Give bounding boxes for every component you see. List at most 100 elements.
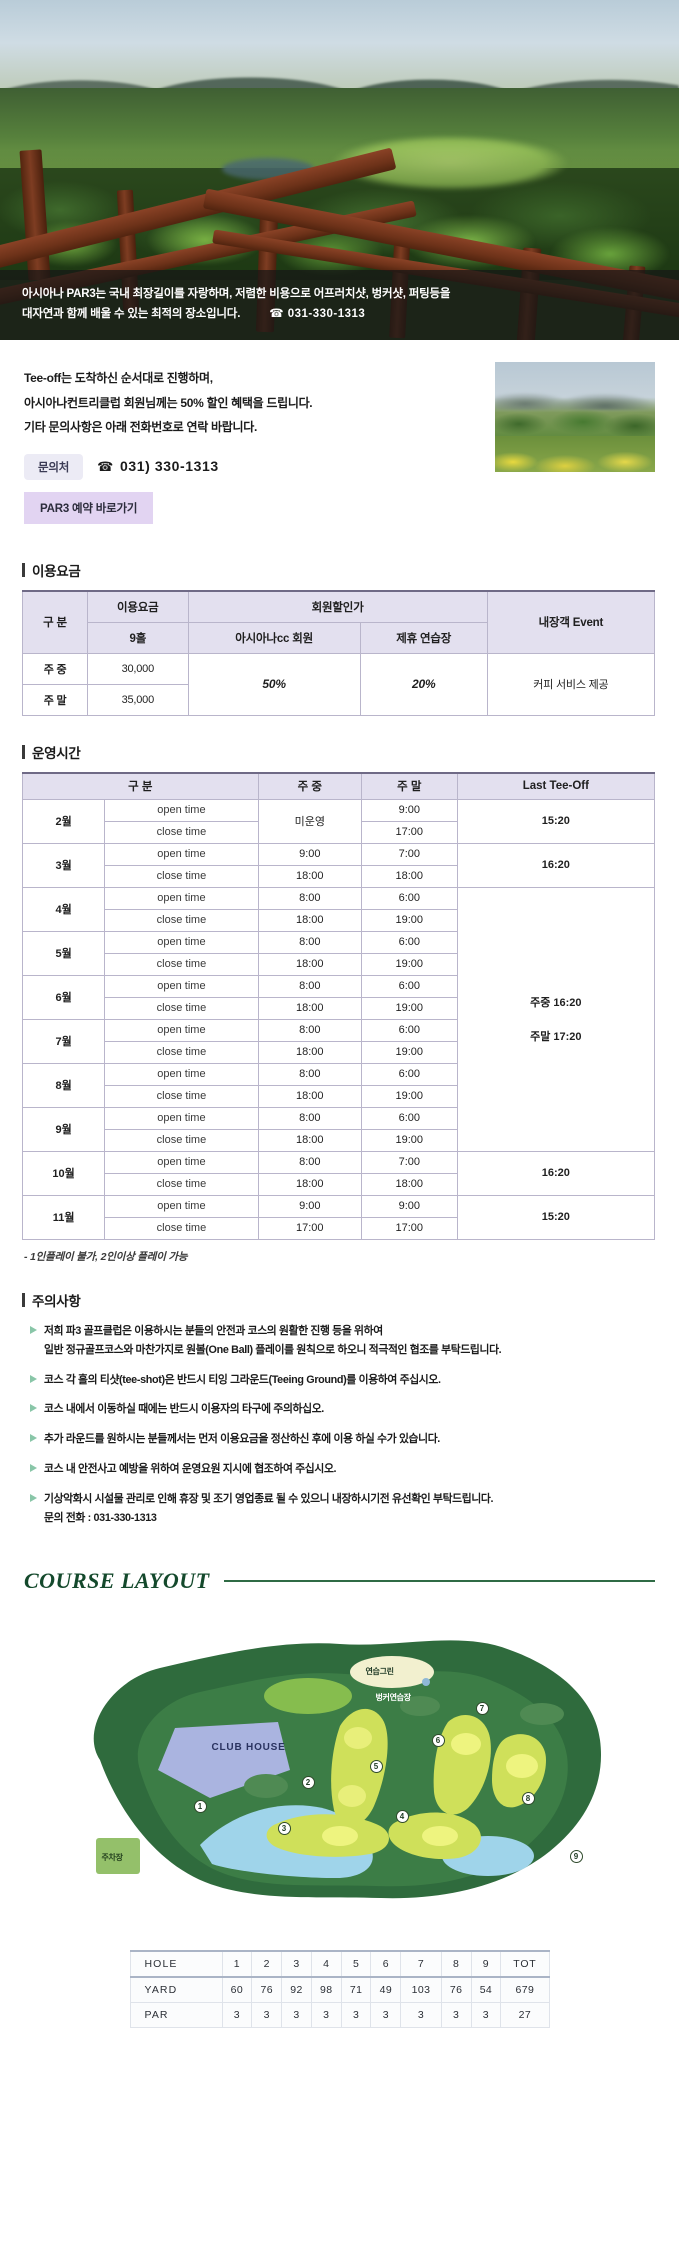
hours-close-label: close time xyxy=(104,820,259,844)
intro-photo xyxy=(495,362,655,472)
scorecard-hole-8: 8 xyxy=(440,1949,472,1978)
hours-month-nov: 11월 xyxy=(21,1194,106,1240)
hours-close-label: close time xyxy=(104,996,259,1020)
hours-mar-weekday-close: 18:00 xyxy=(257,864,362,888)
table-row: close time 18:00 19:00 xyxy=(23,996,655,1020)
fees-th-event: 내장객 Event xyxy=(486,590,656,654)
hours-oct-weekday-close: 18:00 xyxy=(257,1172,362,1196)
hours-nov-last: 15:20 xyxy=(456,1194,656,1240)
scorecard-par-total: 27 xyxy=(500,2001,550,2028)
hours-may-weekday-open: 8:00 xyxy=(257,930,362,954)
table-row: close time 18:00 19:00 xyxy=(23,952,655,976)
triangle-bullet-icon xyxy=(30,1464,37,1473)
scorecard-label-hole: HOLE xyxy=(129,1949,223,1978)
hours-nov-weekend-open: 9:00 xyxy=(360,1194,458,1218)
hours-month-jul: 7월 xyxy=(21,1018,106,1064)
hole-marker-2: 2 xyxy=(301,1775,315,1789)
course-map: CLUB HOUSE 주차장 연습그린 벙커연습장 1 2 3 4 5 6 7 … xyxy=(40,1610,640,1920)
scorecard-par-9: 3 xyxy=(470,2001,502,2028)
hours-open-label: open time xyxy=(104,1018,259,1042)
fees-th-partner-range: 제휴 연습장 xyxy=(359,621,488,654)
hours-month-jun: 6월 xyxy=(21,974,106,1020)
hours-sep-weekend-close: 19:00 xyxy=(360,1128,458,1152)
list-item: 저희 파3 골프클럽은 이용하시는 분들의 안전과 코스의 원활한 진행 등을 … xyxy=(30,1322,679,1360)
hours-month-feb: 2월 xyxy=(21,798,106,844)
scorecard-yard-4: 98 xyxy=(310,1976,342,2003)
triangle-bullet-icon xyxy=(30,1325,37,1334)
table-row: YARD 60 76 92 98 71 49 103 76 54 679 xyxy=(129,1976,550,2003)
table-row: 5월 open time 8:00 6:00 xyxy=(21,930,655,976)
hours-close-label: close time xyxy=(104,1084,259,1108)
par3-reservation-button[interactable]: PAR3 예약 바로가기 xyxy=(24,491,154,524)
intro-line-1: Tee-off는 도착하신 순서대로 진행하며, xyxy=(24,371,213,385)
hours-nov-weekday-open: 9:00 xyxy=(257,1194,362,1218)
fees-th-fee: 이용요금 xyxy=(87,590,189,623)
green-5 xyxy=(321,1825,358,1846)
hours-jul-weekday-close: 18:00 xyxy=(257,1040,362,1064)
rough-area-1 xyxy=(243,1773,288,1798)
notice-text-1: 저희 파3 골프클럽은 이용하시는 분들의 안전과 코스의 원활한 진행 등을 … xyxy=(44,1324,502,1356)
hours-feb-weekend-open: 9:00 xyxy=(360,798,458,822)
hours-month-apr: 4월 xyxy=(21,886,106,932)
intro-section: Tee-off는 도착하신 순서대로 진행하며, 아시아나컨트리클럽 회원님께는… xyxy=(0,340,679,534)
table-row: 주 말 35,000 xyxy=(21,683,655,716)
fees-partner-discount-value: 20% xyxy=(359,652,488,716)
hole-marker-4: 4 xyxy=(395,1809,409,1823)
hours-open-label: open time xyxy=(104,842,259,866)
scorecard-par-5: 3 xyxy=(340,2001,372,2028)
hours-may-weekend-open: 6:00 xyxy=(360,930,458,954)
notice-text-2: 코스 각 홀의 티샷(tee-shot)은 반드시 티잉 그라운드(Teeing… xyxy=(44,1373,441,1386)
hours-aug-weekday-open: 8:00 xyxy=(257,1062,362,1086)
list-item: 코스 내 안전사고 예방을 위하여 운영요원 지시에 협조하여 주십시오. xyxy=(30,1460,679,1479)
hours-open-label: open time xyxy=(104,1106,259,1130)
hours-apr-weekend-open: 6:00 xyxy=(360,886,458,910)
scorecard-hole-3: 3 xyxy=(281,1949,312,1978)
scorecard-par-3: 3 xyxy=(281,2001,312,2028)
scorecard-hole-4: 4 xyxy=(310,1949,342,1978)
fees-th-member-discount: 회원할인가 xyxy=(187,590,488,623)
hours-close-label: close time xyxy=(104,1128,259,1152)
scorecard-hole-5: 5 xyxy=(340,1949,372,1978)
hours-th-last-teeoff: Last Tee-Off xyxy=(456,772,656,800)
table-row: 주 중 30,000 50% 20% 커피 서비스 제공 xyxy=(21,652,656,716)
scorecard-yard-6: 49 xyxy=(370,1976,402,2003)
hours-th-weekend: 주 말 xyxy=(360,772,458,800)
hero-caption-line1: 아시아나 PAR3는 국내 최장길이를 자랑하며, 저렴한 비용으로 어프러치샷… xyxy=(22,287,451,300)
green-3 xyxy=(450,1732,481,1755)
hours-open-label: open time xyxy=(104,930,259,954)
rough-area-2 xyxy=(399,1695,440,1716)
intro-text: Tee-off는 도착하신 순서대로 진행하며, 아시아나컨트리클럽 회원님께는… xyxy=(24,366,655,440)
hours-open-label: open time xyxy=(104,1194,259,1218)
hole-marker-6: 6 xyxy=(431,1733,445,1747)
heading-bar-icon xyxy=(22,744,25,759)
hours-aug-weekend-close: 19:00 xyxy=(360,1084,458,1108)
scorecard-total-header: TOT xyxy=(500,1949,550,1978)
hours-oct-last: 16:20 xyxy=(456,1150,656,1196)
scorecard-hole-2: 2 xyxy=(251,1949,283,1978)
hours-table: 구 분 주 중 주 말 Last Tee-Off 2월 open time 미운… xyxy=(21,771,656,1240)
hero-caption-phone: ☎ 031-330-1313 xyxy=(269,307,366,320)
hole-marker-5: 5 xyxy=(369,1759,383,1773)
green-patch-north xyxy=(263,1677,352,1714)
table-row: 11월 open time 9:00 9:00 15:20 xyxy=(21,1194,656,1240)
hours-nov-weekend-close: 17:00 xyxy=(360,1216,458,1240)
table-row: 4월 open time 8:00 6:00 주중 16:20 주말 17:20 xyxy=(21,886,656,1152)
scorecard-yard-8: 76 xyxy=(440,1976,472,2003)
scorecard-par-8: 3 xyxy=(440,2001,472,2028)
notice-text-3: 코스 내에서 이동하실 때에는 반드시 이용자의 타구에 주의하십오. xyxy=(44,1403,324,1416)
hero-caption: 아시아나 PAR3는 국내 최장길이를 자랑하며, 저렴한 비용으로 어프러치샷… xyxy=(0,269,679,340)
scorecard-hole-7: 7 xyxy=(400,1949,442,1978)
scorecard-label-yard: YARD xyxy=(129,1976,223,2003)
hours-th-weekday: 주 중 xyxy=(257,772,362,800)
list-item: 기상악화시 시설물 관리로 인해 휴장 및 조기 영업종료 될 수 있으니 내장… xyxy=(30,1490,679,1528)
fees-header-row-1: 구 분 이용요금 회원할인가 내장객 Event xyxy=(21,590,656,654)
hours-open-label: open time xyxy=(104,1062,259,1086)
scorecard-yard-7: 103 xyxy=(400,1976,442,2003)
hero-banner: 아시아나 PAR3는 국내 최장길이를 자랑하며, 저렴한 비용으로 어프러치샷… xyxy=(0,0,679,340)
hours-jun-weekday-close: 18:00 xyxy=(257,996,362,1020)
hours-open-label: open time xyxy=(104,974,259,998)
contact-label-tag: 문의처 xyxy=(24,453,84,480)
triangle-bullet-icon xyxy=(30,1404,37,1413)
hours-close-label: close time xyxy=(104,1172,259,1196)
parking-lot-shape xyxy=(95,1837,140,1874)
